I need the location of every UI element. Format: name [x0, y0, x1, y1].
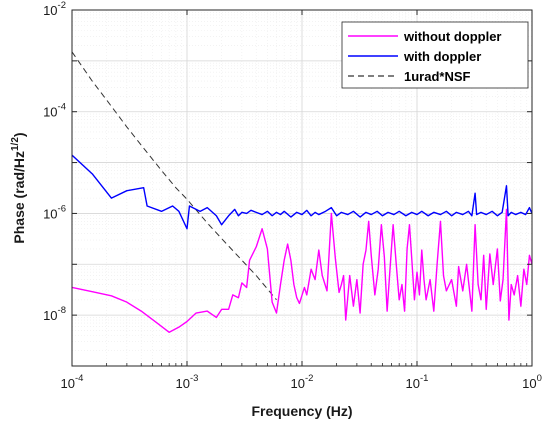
- y-axis-label-exponent: 1/2: [10, 137, 21, 151]
- x-tick-label: 10-3: [176, 373, 199, 391]
- x-tick-label: 100: [522, 373, 542, 391]
- y-axis-label: Phase (rad/Hz1/2): [10, 132, 27, 243]
- x-tick-label: 10-4: [61, 373, 84, 391]
- tick-marks: [71, 9, 533, 367]
- legend-label-1urad-nsf: 1urad*NSF: [404, 69, 471, 84]
- y-tick-label: 10-2: [43, 0, 66, 18]
- y-axis-label-base: Phase (rad/Hz: [11, 151, 27, 244]
- series-line-without-doppler: [72, 208, 532, 333]
- legend-box: [341, 21, 529, 89]
- x-tick-label: 10-1: [406, 373, 429, 391]
- x-axis-label: Frequency (Hz): [251, 403, 352, 419]
- y-tick-label: 10-6: [43, 203, 66, 221]
- series-layer: [72, 51, 532, 333]
- series-line-with-doppler: [72, 154, 532, 230]
- y-tick-labels: 10-8 10-6 10-4 10-2: [43, 0, 66, 323]
- series-line-1urad-nsf: [72, 51, 277, 301]
- y-tick-label: 10-8: [43, 305, 66, 323]
- x-tick-label: 10-2: [291, 373, 314, 391]
- legend-label-without-doppler: without doppler: [403, 29, 501, 44]
- legend: without doppler with doppler 1urad*NSF: [341, 21, 529, 89]
- legend-label-with-doppler: with doppler: [403, 49, 481, 64]
- y-axis-label-close: ): [11, 132, 27, 137]
- x-tick-labels: 10-4 10-3 10-2 10-1 100: [61, 373, 542, 391]
- y-tick-label: 10-4: [43, 102, 66, 120]
